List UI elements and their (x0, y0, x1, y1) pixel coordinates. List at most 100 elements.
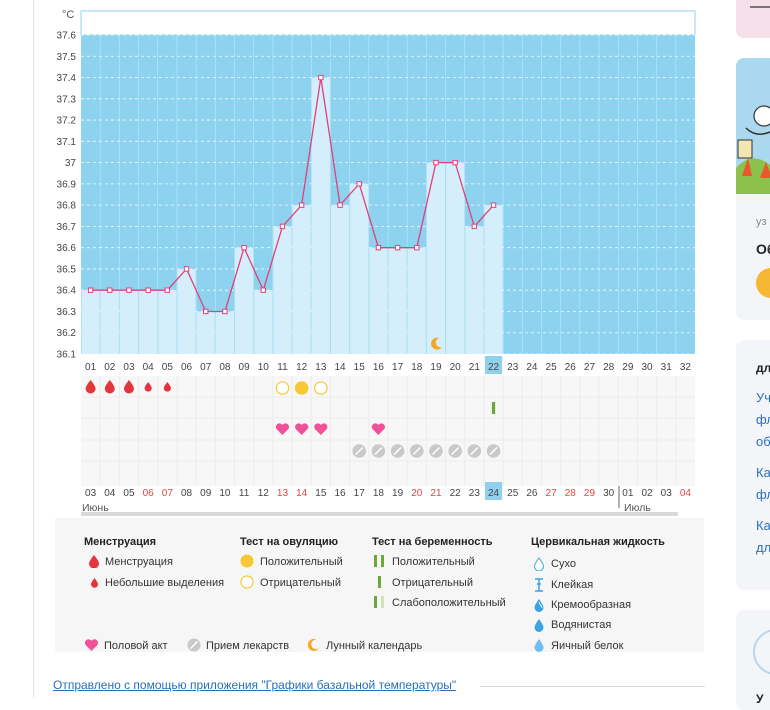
calendar-date-label[interactable]: 27 (546, 488, 558, 499)
temperature-point[interactable] (318, 74, 324, 81)
cycle-day-label[interactable]: 11 (277, 362, 288, 373)
ovulation-negative-icon[interactable] (275, 381, 290, 395)
heart-icon[interactable] (275, 423, 290, 435)
calendar-date-label[interactable]: 07 (162, 488, 174, 499)
temperature-point[interactable] (164, 287, 171, 293)
cycle-day-label[interactable]: 29 (622, 362, 634, 373)
calendar-date-label[interactable]: 21 (430, 488, 442, 499)
calendar-date-label[interactable]: 03 (661, 488, 673, 499)
cycle-day-label[interactable]: 07 (200, 362, 212, 373)
calendar-date-label[interactable]: 02 (641, 488, 653, 499)
temperature-point[interactable] (203, 308, 209, 315)
temperature-point[interactable] (490, 202, 497, 208)
calendar-date-label[interactable]: 22 (450, 488, 462, 499)
calendar-date-label[interactable]: 18 (373, 488, 385, 499)
cycle-day-label[interactable]: 28 (603, 362, 615, 373)
temperature-point[interactable] (375, 244, 382, 251)
temperature-point[interactable] (241, 244, 247, 251)
ovulation-negative-icon[interactable] (314, 381, 328, 395)
cycle-day-label[interactable]: 10 (258, 362, 270, 373)
calendar-date-label[interactable]: 15 (315, 488, 327, 499)
calendar-date-label[interactable]: 19 (392, 488, 404, 499)
cycle-day-label[interactable]: 14 (334, 362, 346, 373)
side-card-2-button[interactable] (756, 268, 770, 298)
side-card-4[interactable]: У (736, 610, 770, 710)
calendar-date-label[interactable]: 04 (104, 488, 116, 499)
cycle-day-label[interactable]: 23 (507, 362, 519, 373)
cycle-day-label[interactable]: 17 (392, 362, 404, 373)
cycle-day-label[interactable]: 31 (661, 362, 673, 373)
temperature-point[interactable] (183, 266, 190, 272)
side-card-3-line[interactable]: фл (756, 487, 770, 502)
calendar-date-label[interactable]: 29 (584, 488, 596, 499)
calendar-date-label[interactable]: 11 (239, 488, 250, 499)
ovulation-positive-icon[interactable] (294, 381, 309, 395)
cycle-day-label[interactable]: 08 (219, 362, 231, 373)
cycle-day-label[interactable]: 09 (239, 362, 251, 373)
side-card-3-line[interactable]: дл (756, 540, 770, 555)
temperature-point[interactable] (356, 181, 362, 187)
temperature-point[interactable] (452, 159, 458, 166)
app-link[interactable]: Отправлено с помощью приложения "Графики… (53, 678, 457, 692)
temperature-point[interactable] (260, 287, 266, 293)
calendar-date-label[interactable]: 06 (143, 488, 155, 499)
cycle-day-label[interactable]: 16 (373, 362, 385, 373)
cycle-day-label[interactable]: 24 (526, 362, 538, 373)
calendar-date-label[interactable]: 24 (488, 488, 500, 499)
temperature-point[interactable] (414, 244, 420, 251)
calendar-date-label[interactable]: 16 (334, 488, 346, 499)
drop-icon[interactable] (144, 381, 152, 392)
cycle-day-label[interactable]: 20 (450, 362, 462, 373)
calendar-date-label[interactable]: 20 (411, 488, 423, 499)
calendar-date-label[interactable]: 05 (123, 488, 135, 499)
temperature-point[interactable] (145, 287, 151, 293)
heart-icon[interactable] (314, 423, 328, 435)
drop-icon[interactable] (123, 380, 134, 394)
side-card-1[interactable] (736, 0, 770, 38)
temperature-point[interactable] (222, 308, 228, 315)
temperature-point[interactable] (433, 159, 439, 166)
side-card-3-line[interactable]: фл (756, 412, 770, 427)
cycle-day-label[interactable]: 22 (488, 362, 500, 373)
cycle-day-label[interactable]: 02 (104, 362, 116, 373)
cycle-day-label[interactable]: 12 (296, 362, 308, 373)
cycle-day-label[interactable]: 13 (315, 362, 327, 373)
heart-icon[interactable] (295, 423, 309, 435)
calendar-date-label[interactable]: 10 (219, 488, 231, 499)
side-card-3-line[interactable]: об (756, 434, 770, 449)
cycle-day-label[interactable]: 18 (411, 362, 423, 373)
cycle-day-label[interactable]: 21 (469, 362, 481, 373)
temperature-point[interactable] (298, 202, 305, 208)
drop-icon[interactable] (163, 381, 171, 392)
temperature-point[interactable] (471, 223, 478, 230)
calendar-date-label[interactable]: 17 (354, 488, 366, 499)
cycle-day-label[interactable]: 19 (430, 362, 442, 373)
cycle-day-label[interactable]: 03 (123, 362, 135, 373)
temperature-point[interactable] (107, 287, 113, 293)
calendar-date-label[interactable]: 28 (565, 488, 577, 499)
side-card-3-line[interactable]: Ка (756, 518, 770, 533)
calendar-date-label[interactable]: 04 (680, 488, 692, 499)
calendar-date-label[interactable]: 03 (85, 488, 97, 499)
cycle-day-label[interactable]: 30 (641, 362, 653, 373)
cycle-day-label[interactable]: 01 (85, 362, 97, 373)
cycle-day-label[interactable]: 32 (680, 362, 692, 373)
cycle-day-label[interactable]: 05 (162, 362, 174, 373)
calendar-date-label[interactable]: 01 (622, 488, 634, 499)
cycle-day-label[interactable]: 27 (584, 362, 596, 373)
heart-icon[interactable] (371, 423, 386, 435)
calendar-date-label[interactable]: 12 (258, 488, 270, 499)
side-card-2[interactable]: уз Об (736, 58, 770, 320)
cycle-day-label[interactable]: 06 (181, 362, 193, 373)
calendar-date-label[interactable]: 09 (200, 488, 212, 499)
calendar-date-label[interactable]: 08 (181, 488, 193, 499)
cycle-day-label[interactable]: 04 (143, 362, 155, 373)
side-card-3[interactable]: дл Уч фл об Ка фл Ка дл (736, 340, 770, 590)
cycle-day-label[interactable]: 26 (565, 362, 577, 373)
cycle-day-label[interactable]: 15 (354, 362, 366, 373)
temperature-point[interactable] (126, 287, 132, 293)
calendar-date-label[interactable]: 25 (507, 488, 519, 499)
temperature-point[interactable] (394, 244, 401, 251)
side-card-3-line[interactable]: Ка (756, 465, 770, 480)
temperature-point[interactable] (279, 223, 286, 230)
